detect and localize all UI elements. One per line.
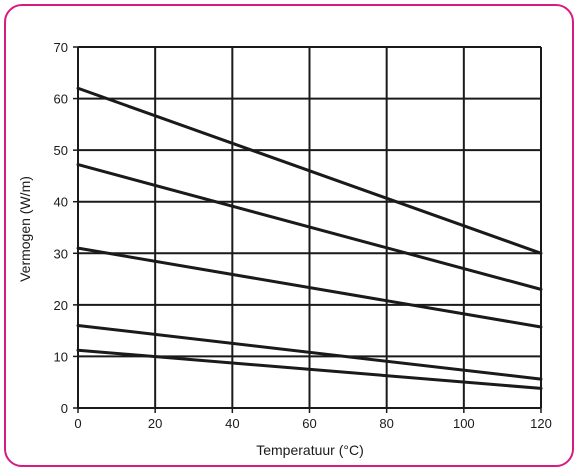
- x-tick-label: 80: [379, 416, 393, 431]
- series-group: [76, 86, 543, 390]
- y-tick-label: 10: [54, 349, 68, 364]
- x-axis-label: Temperatuur (°C): [256, 442, 364, 458]
- y-tick-label: 40: [54, 195, 68, 210]
- y-tick-label: 30: [54, 246, 68, 261]
- series-line-4: [76, 323, 543, 381]
- x-tick-label: 120: [530, 416, 552, 431]
- y-tick-label: 50: [54, 143, 68, 158]
- y-axis-label: Vermogen (W/m): [17, 176, 33, 282]
- series-line-5: [76, 348, 543, 390]
- y-tick-label: 0: [61, 401, 68, 416]
- x-tick-label: 100: [453, 416, 475, 431]
- series-line-1: [76, 86, 543, 255]
- y-axis-ticks: 0 10 20 30 40 50 60 70: [54, 40, 78, 416]
- y-tick-label: 70: [54, 40, 68, 55]
- chart-frame: [4, 4, 574, 467]
- series-line-3: [76, 246, 543, 329]
- y-tick-label: 60: [54, 92, 68, 107]
- x-tick-label: 40: [225, 416, 239, 431]
- x-axis-ticks: 0 20 40 60 80 100 120: [74, 408, 552, 431]
- series-line-2: [76, 163, 543, 291]
- y-tick-label: 20: [54, 298, 68, 313]
- x-tick-label: 0: [74, 416, 81, 431]
- x-tick-label: 60: [302, 416, 316, 431]
- x-tick-label: 20: [148, 416, 162, 431]
